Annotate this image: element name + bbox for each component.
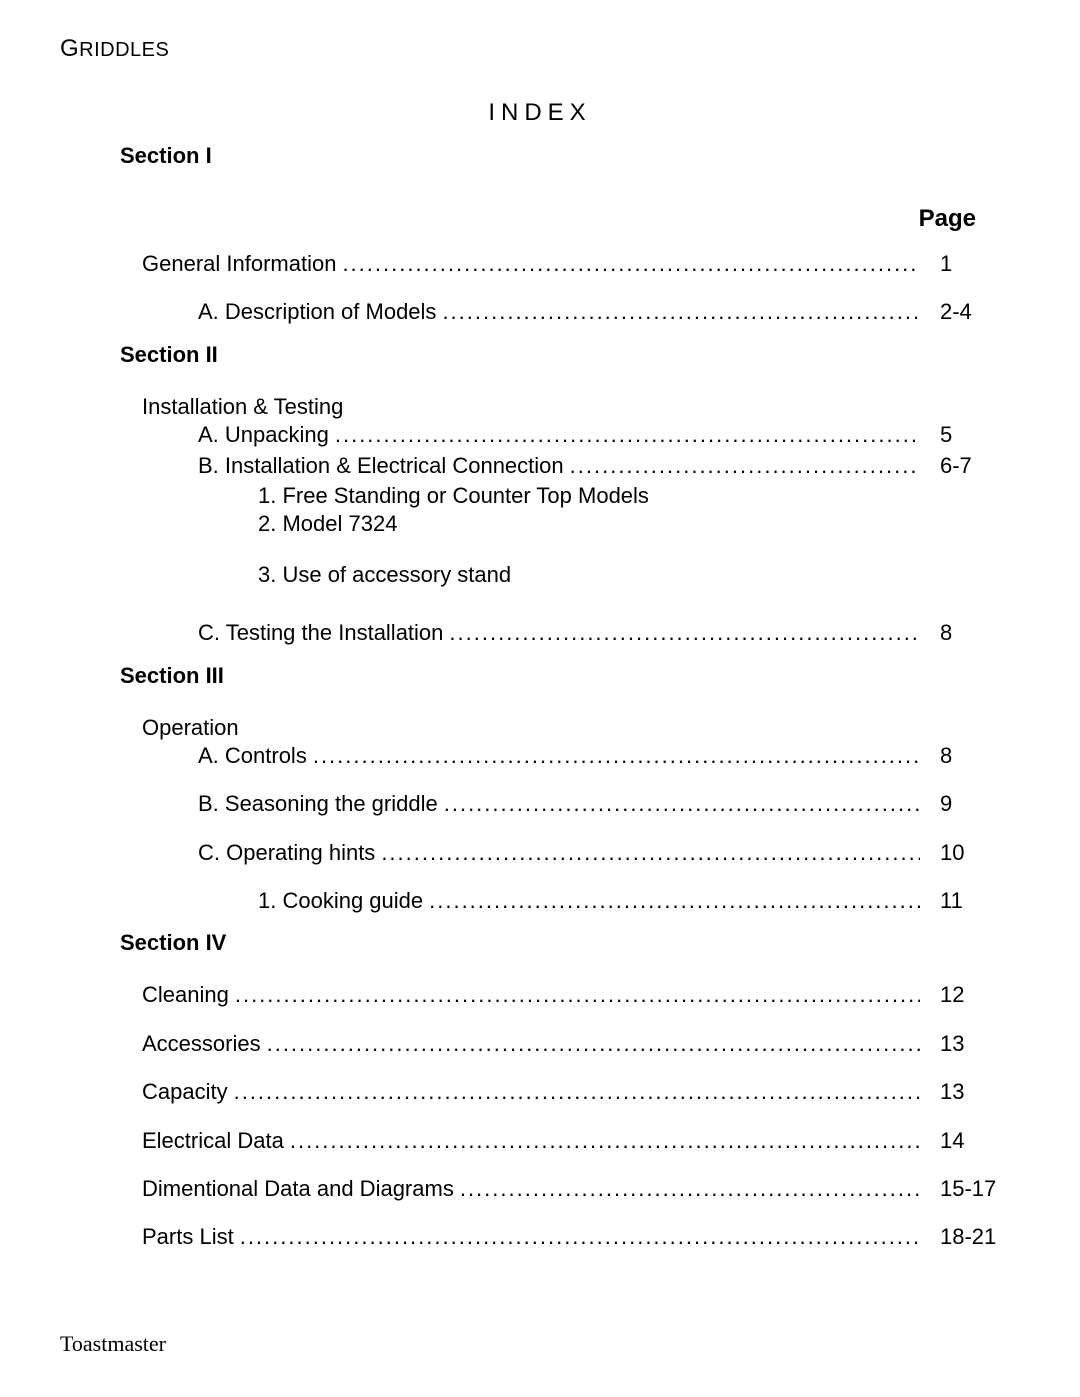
header-rest: RIDDLES [79,39,169,61]
toc-entry-label: Electrical Data [142,1128,290,1154]
toc-entry-page: 6-7 [920,453,998,479]
section-title: Section I [90,143,998,169]
toc-entry: B. Installation & Electrical Connection … [90,453,998,479]
section-title: Section IV [90,930,998,956]
toc-entry-page: 8 [920,743,998,769]
toc-leader-dots [235,982,920,1008]
toc-leader-dots [335,422,920,448]
toc-entry-page: 14 [920,1128,998,1154]
index-body: Section I Page General Information 1 A. Des… [60,143,1020,1251]
toc-entry-page: 13 [920,1031,998,1057]
toc-entry-label: A. Description of Models [198,299,442,325]
toc-entry-label: Dimentional Data and Diagrams [142,1176,460,1202]
toc-entry-page: 2-4 [920,299,998,325]
toc-entry-page: 9 [920,791,998,817]
toc-entry: C. Operating hints 10 [90,840,998,866]
toc-entry: C. Testing the Installation 8 [90,620,998,646]
toc-entry-label: General Information [142,251,342,277]
toc-entry-page: 12 [920,982,998,1008]
toc-leader-dots [460,1176,920,1202]
toc-entry-label: C. Operating hints [198,840,381,866]
toc-entry-label: B. Seasoning the griddle [198,791,444,817]
toc-leader-dots [444,791,920,817]
toc-leader-dots [313,743,920,769]
toc-entry: 1. Free Standing or Counter Top Models [90,483,998,511]
toc-entry-page: 13 [920,1079,998,1105]
toc-entry-label: C. Testing the Installation [198,620,449,646]
toc-entry-page: 11 [920,888,998,914]
toc-entry-label: B. Installation & Electrical Connection [198,453,570,479]
toc-entry: B. Seasoning the griddle 9 [90,791,998,817]
toc-entry-label: Cleaning [142,982,235,1008]
toc-entry-label: 1. Cooking guide [258,888,429,914]
toc-entry: Cleaning 12 [90,982,998,1008]
toc-entry: General Information 1 [90,251,998,277]
toc-leader-dots [240,1224,920,1250]
toc-entry: A. Unpacking 5 [90,422,998,448]
toc-entry-label: Accessories [142,1031,267,1057]
toc-entry: Parts List 18-21 [90,1224,998,1250]
toc-entry-page: 15-17 [920,1176,998,1202]
toc-entry: Dimentional Data and Diagrams 15-17 [90,1176,998,1202]
toc-leader-dots [290,1128,920,1154]
toc-leader-dots [570,453,920,479]
toc-entry: Capacity 13 [90,1079,998,1105]
running-header: GRIDDLES [60,35,1020,63]
toc-leader-dots [381,840,920,866]
toc-entry-label: Capacity [142,1079,234,1105]
toc-entry: Accessories 13 [90,1031,998,1057]
toc-entry-page: 10 [920,840,998,866]
toc-entry: 3. Use of accessory stand [90,562,998,590]
toc-leader-dots [429,888,920,914]
footer-brand: Toastmaster [60,1331,166,1357]
page: GRIDDLES INDEX Section I Page General Info… [0,0,1080,1397]
toc-leader-dots [342,251,920,277]
toc-entry-label: Parts List [142,1224,240,1250]
index-title: INDEX [60,99,1020,127]
toc-entry: Electrical Data 14 [90,1128,998,1154]
section-title: Section II [90,342,998,368]
toc-entry-page: 5 [920,422,998,448]
toc-entry-label: A. Unpacking [198,422,335,448]
toc-entry: A. Controls 8 [90,743,998,769]
header-cap: G [60,35,79,62]
toc-leader-dots [234,1079,920,1105]
toc-leader-dots [449,620,920,646]
toc-entry: 2. Model 7324 [90,511,998,539]
section-title: Section III [90,663,998,689]
toc-entry: A. Description of Models 2-4 [90,299,998,325]
toc-entry-label: A. Controls [198,743,313,769]
toc-entry-page: 8 [920,620,998,646]
page-column-header: Page [90,205,998,233]
toc-entry: Installation & Testing [90,394,998,422]
toc-leader-dots [267,1031,920,1057]
toc-leader-dots [442,299,920,325]
toc-entry-page: 1 [920,251,998,277]
toc-entry: Operation [90,715,998,743]
toc-entry-page: 18-21 [920,1224,998,1250]
toc-entry: 1. Cooking guide 11 [90,888,998,914]
